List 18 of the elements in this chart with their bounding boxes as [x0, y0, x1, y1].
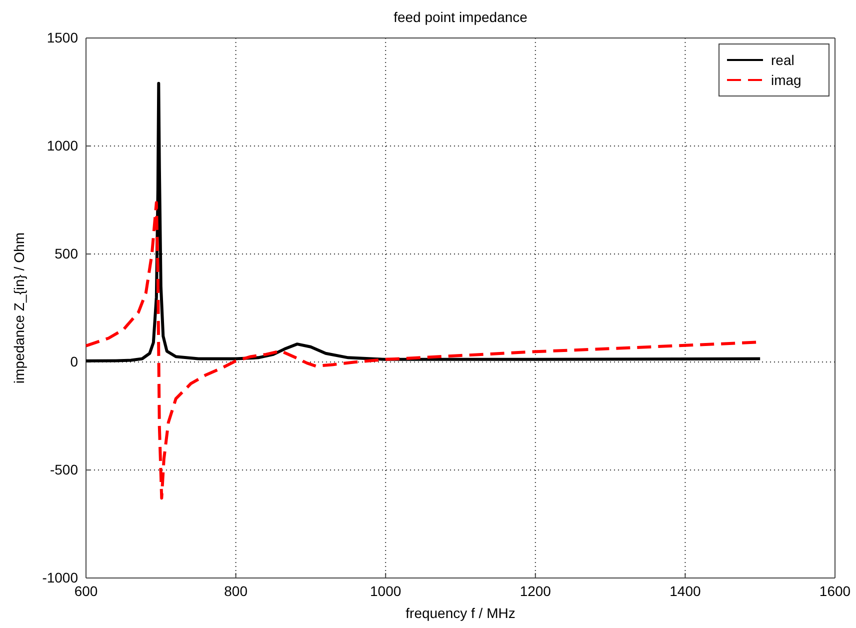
- y-tick-label: 1500: [46, 29, 78, 46]
- chart-title: feed point impedance: [394, 9, 528, 25]
- x-tick-label: 1600: [819, 582, 851, 599]
- x-tick-label: 1000: [370, 582, 402, 599]
- x-tick-label: 1400: [670, 582, 701, 599]
- legend-label: real: [771, 52, 794, 68]
- y-tick-label: -1000: [42, 569, 78, 586]
- x-tick-label: 600: [74, 582, 98, 599]
- y-tick-label: 500: [54, 245, 78, 262]
- x-axis-title: frequency f / MHz: [406, 605, 516, 621]
- y-tick-label: 1000: [46, 137, 78, 154]
- y-tick-label: 0: [70, 353, 78, 370]
- y-axis-title: impedance Z_{in} / Ohm: [11, 232, 27, 384]
- legend-label: imag: [771, 72, 802, 88]
- x-tick-label: 800: [224, 582, 248, 599]
- line-series: [84, 82, 762, 362]
- x-tick-label: 1200: [520, 582, 552, 599]
- y-tick-label: -500: [50, 461, 78, 478]
